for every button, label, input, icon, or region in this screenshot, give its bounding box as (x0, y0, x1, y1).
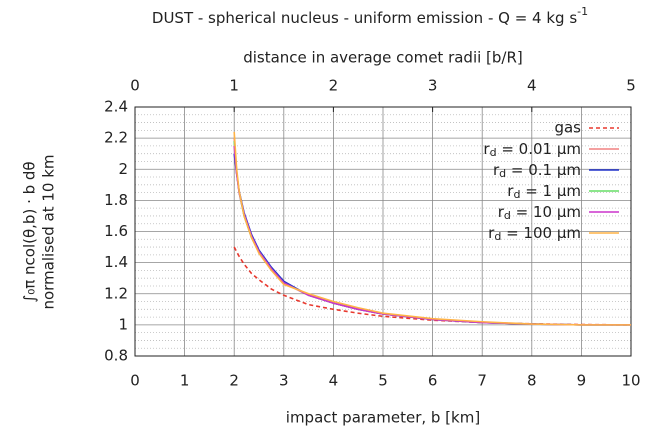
x2-tick-label: 2 (329, 77, 339, 95)
legend-label: rd = 0.01 μm (483, 140, 581, 160)
x-axis-label: impact parameter, b [km] (286, 409, 480, 427)
y-tick-label: 2 (118, 160, 128, 178)
x-tick-label: 7 (477, 372, 487, 390)
y-tick-label: 0.8 (104, 347, 128, 365)
x-tick-label: 5 (378, 372, 388, 390)
x-tick-label: 3 (279, 372, 289, 390)
y-tick-label: 2.2 (104, 129, 128, 147)
x2-tick-label: 0 (130, 77, 140, 95)
legend-label: rd = 0.1 μm (493, 161, 581, 181)
y-tick-label: 1.2 (104, 284, 128, 302)
series-line (233, 131, 631, 326)
x-tick-label: 9 (577, 372, 587, 390)
y-axis-label: ∫₀π ncol(θ,b) · b dθ (21, 161, 39, 302)
y-axis-label: normalised at 10 km (40, 154, 58, 309)
y-tick-label: 1 (118, 315, 128, 333)
x2-tick-label: 1 (229, 77, 239, 95)
legend-label: rd = 100 μm (488, 224, 581, 244)
x2-tick-label: 3 (428, 77, 438, 95)
y-tick-label: 1.4 (104, 253, 128, 271)
plot-frame (134, 106, 632, 357)
x2-axis-label: distance in average comet radii [b/R] (243, 49, 523, 67)
chart-title: DUST - spherical nucleus - uniform emiss… (152, 5, 588, 27)
x-tick-label: 8 (527, 372, 537, 390)
legend-label: gas (554, 119, 581, 137)
y-tick-label: 1.8 (104, 191, 128, 209)
x-tick-label: 0 (130, 372, 140, 390)
y-tick-label: 2.4 (104, 98, 128, 116)
x-tick-label: 10 (621, 372, 640, 390)
y-tick-label: 1.6 (104, 222, 128, 240)
legend-label: rd = 1 μm (507, 182, 581, 202)
x-tick-label: 6 (428, 372, 438, 390)
legend-label: rd = 10 μm (498, 203, 581, 223)
x-tick-label: 1 (180, 372, 190, 390)
x2-tick-label: 4 (527, 77, 537, 95)
x2-tick-label: 5 (626, 77, 636, 95)
x-tick-label: 2 (229, 372, 239, 390)
x-tick-label: 4 (329, 372, 339, 390)
